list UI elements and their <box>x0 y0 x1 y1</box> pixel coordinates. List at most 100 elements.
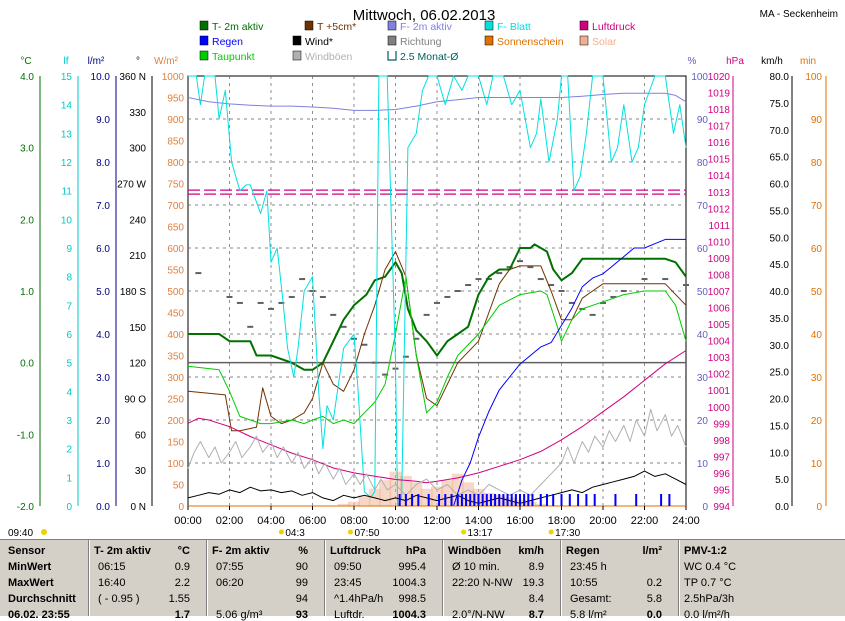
tick-leaf: 8 <box>66 273 72 284</box>
tick-leaf: 0 <box>66 502 72 513</box>
tick-pressure: 1003 <box>708 353 731 364</box>
tick-pressure: 1011 <box>708 221 730 232</box>
panel-cell-value: 998.5 <box>398 593 426 605</box>
solar-bar <box>358 495 371 506</box>
panel-cell-value: 1004.3 <box>392 609 426 621</box>
tick-dir: 270 W <box>117 180 146 191</box>
tick-minutes: 30 <box>811 373 823 384</box>
tick-solar: 500 <box>167 287 184 298</box>
tick-leaf: 1 <box>66 473 72 484</box>
tick-humidity: 100 <box>691 72 708 83</box>
panel-cell-value: 99 <box>295 577 308 589</box>
panel-col-title: F- 2m aktiv <box>212 545 270 557</box>
tick-humidity: 80 <box>697 158 709 169</box>
legend-label: Regen <box>212 36 243 48</box>
tick-wind: 45.0 <box>770 260 790 271</box>
panel-cell-value: 0.9 <box>174 561 190 573</box>
tick-temp: 3.0 <box>20 144 34 155</box>
tick-solar: 250 <box>167 395 184 406</box>
axis-unit-dir: ° <box>136 56 140 67</box>
panel-col-title: T- 2m aktiv <box>94 545 151 557</box>
panel-cell: 06.02. 23:55 <box>8 609 70 621</box>
tick-rain: 2.0 <box>96 416 110 427</box>
series-wind- <box>187 470 687 504</box>
legend-swatch <box>387 35 397 46</box>
tick-pressure: 996 <box>713 469 730 480</box>
direction-dot <box>444 295 451 298</box>
tick-minutes: 20 <box>811 416 823 427</box>
legend-label: T- 2m aktiv <box>212 21 264 33</box>
tick-dir: 240 <box>129 215 146 226</box>
tick-solar: 100 <box>167 459 184 470</box>
panel-cell: 0.0 l/m²/h <box>684 609 730 621</box>
tick-leaf: 3 <box>66 416 72 427</box>
tick-pressure: 1013 <box>708 188 731 199</box>
tick-rain: 7.0 <box>96 201 110 212</box>
direction-dot <box>236 301 243 304</box>
direction-dot <box>589 313 596 316</box>
x-tick-label: 14:00 <box>465 515 493 527</box>
tick-pressure: 1001 <box>708 386 731 397</box>
legend-label: F- Blatt <box>497 21 531 33</box>
series-f-2m-aktiv <box>187 92 687 111</box>
tick-pressure: 1000 <box>708 403 731 414</box>
axis-unit-leaf: lf <box>64 56 69 67</box>
direction-dot <box>517 260 523 263</box>
direction-dot <box>340 325 347 328</box>
direction-dot <box>288 295 295 298</box>
tick-rain: 6.0 <box>96 244 110 255</box>
panel-separator <box>206 540 208 616</box>
tick-wind: 80.0 <box>770 72 790 83</box>
tick-rain: 5.0 <box>96 287 110 298</box>
series-windb-en <box>187 408 687 496</box>
x-axis: 00:00 02:00 04:00 06:00 08:00 10:00 12:00 14:00… <box>8 506 700 539</box>
panel-cell-value: 93 <box>295 609 308 621</box>
tick-solar: 950 <box>167 94 184 105</box>
tick-wind: 40.0 <box>770 287 790 298</box>
tick-humidity: 0 <box>702 502 708 513</box>
tick-humidity: 40 <box>697 330 709 341</box>
tick-humidity: 70 <box>697 201 709 212</box>
axis-unit-rain: l/m² <box>88 56 105 67</box>
tick-pressure: 1006 <box>708 304 731 315</box>
series-f-blatt <box>188 75 687 507</box>
tick-temp: 2.0 <box>20 215 34 226</box>
chart-title: Mittwoch, 06.02.2013 <box>353 7 496 24</box>
direction-dot <box>641 278 648 281</box>
panel-cell-value: 1.7 <box>174 609 190 621</box>
tick-pressure: 1012 <box>708 204 731 215</box>
tick-solar: 900 <box>167 115 184 126</box>
tick-pressure: 1014 <box>708 171 731 182</box>
axis-unit-humidity: % <box>688 56 697 67</box>
tick-humidity: 50 <box>697 287 709 298</box>
direction-dot <box>371 361 378 364</box>
direction-dot <box>361 343 368 346</box>
tick-dir: 120 <box>129 359 146 370</box>
x-tick-label: 16:00 <box>506 515 534 527</box>
tick-pressure: 1016 <box>708 138 731 149</box>
time-marker-label: 13:17 <box>468 528 493 539</box>
legend-label: T +5cm* <box>317 21 356 33</box>
panel-cell: Durchschnitt <box>8 593 76 605</box>
panel-cell-label: Ø 10 min. <box>452 561 500 573</box>
tick-leaf: 11 <box>62 187 73 198</box>
sun-marker-icon <box>461 529 467 535</box>
direction-dot <box>434 301 440 304</box>
direction-dot <box>568 301 575 304</box>
time-marker-label: 17:30 <box>555 528 580 539</box>
panel-cell: WC 0.4 °C <box>684 561 737 573</box>
tick-minutes: 0 <box>816 502 822 513</box>
x-tick-label: 00:00 <box>174 515 202 527</box>
panel-cell-label: ( - 0.95 ) <box>98 593 140 605</box>
legend-label: Taupunkt <box>212 51 255 63</box>
axis-unit-wind: km/h <box>761 56 783 67</box>
panel-col-title: Windböen <box>448 545 502 557</box>
legend: T- 2m aktiv T +5cm* F- 2m aktiv F- Blatt Luf… <box>199 20 636 63</box>
panel-cell-value: 19.3 <box>522 577 544 589</box>
x-tick-label: 02:00 <box>216 515 244 527</box>
tick-pressure: 999 <box>713 419 730 430</box>
tick-pressure: 1002 <box>708 370 731 381</box>
solar-bar <box>451 473 464 506</box>
panel-cell-label: Gesamt: <box>570 593 612 605</box>
x-tick-label: 10:00 <box>382 515 410 527</box>
